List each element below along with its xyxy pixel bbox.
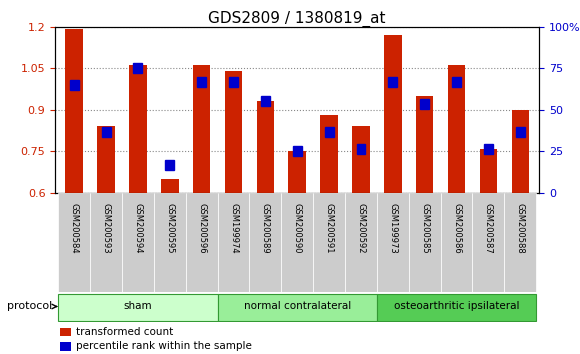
Bar bbox=[512, 110, 529, 193]
FancyBboxPatch shape bbox=[505, 193, 536, 292]
Text: percentile rank within the sample: percentile rank within the sample bbox=[77, 341, 252, 351]
Text: transformed count: transformed count bbox=[77, 327, 173, 337]
FancyBboxPatch shape bbox=[345, 193, 377, 292]
Text: GSM200586: GSM200586 bbox=[452, 203, 461, 253]
FancyBboxPatch shape bbox=[377, 193, 409, 292]
Title: GDS2809 / 1380819_at: GDS2809 / 1380819_at bbox=[208, 10, 386, 27]
Text: protocol: protocol bbox=[7, 302, 52, 312]
Bar bbox=[229, 77, 238, 87]
Bar bbox=[288, 152, 306, 193]
Bar bbox=[352, 126, 369, 193]
Text: GSM200589: GSM200589 bbox=[261, 203, 270, 253]
Bar bbox=[70, 80, 79, 90]
Text: GSM200595: GSM200595 bbox=[165, 203, 175, 253]
FancyBboxPatch shape bbox=[218, 193, 249, 292]
Text: GSM199974: GSM199974 bbox=[229, 203, 238, 253]
Bar bbox=[389, 77, 397, 87]
Bar bbox=[133, 63, 143, 73]
Bar bbox=[293, 146, 302, 156]
FancyBboxPatch shape bbox=[313, 193, 345, 292]
Bar bbox=[516, 127, 525, 137]
FancyBboxPatch shape bbox=[281, 193, 313, 292]
Bar bbox=[66, 29, 83, 193]
Text: GSM199973: GSM199973 bbox=[389, 203, 397, 253]
Bar bbox=[448, 65, 465, 193]
Bar bbox=[97, 126, 115, 193]
Text: GSM200587: GSM200587 bbox=[484, 203, 493, 253]
Bar bbox=[161, 179, 179, 193]
FancyBboxPatch shape bbox=[122, 193, 154, 292]
Bar bbox=[193, 65, 211, 193]
Bar bbox=[256, 101, 274, 193]
Bar bbox=[420, 99, 429, 109]
Bar bbox=[60, 342, 71, 351]
FancyBboxPatch shape bbox=[154, 193, 186, 292]
Text: GSM200592: GSM200592 bbox=[357, 203, 365, 253]
Text: GSM200596: GSM200596 bbox=[197, 203, 206, 253]
Bar bbox=[325, 127, 333, 137]
FancyBboxPatch shape bbox=[90, 193, 122, 292]
Text: GSM200594: GSM200594 bbox=[133, 203, 143, 253]
FancyBboxPatch shape bbox=[473, 193, 505, 292]
FancyBboxPatch shape bbox=[58, 293, 218, 321]
Text: GSM200588: GSM200588 bbox=[516, 203, 525, 253]
Text: GSM200591: GSM200591 bbox=[325, 203, 333, 253]
Bar bbox=[320, 115, 338, 193]
FancyBboxPatch shape bbox=[218, 293, 377, 321]
Text: GSM200590: GSM200590 bbox=[293, 203, 302, 253]
Text: osteoarthritic ipsilateral: osteoarthritic ipsilateral bbox=[394, 302, 519, 312]
Bar bbox=[452, 77, 461, 87]
Bar bbox=[357, 144, 365, 154]
FancyBboxPatch shape bbox=[441, 193, 473, 292]
Bar bbox=[261, 96, 270, 107]
FancyBboxPatch shape bbox=[377, 293, 536, 321]
FancyBboxPatch shape bbox=[58, 193, 90, 292]
Bar bbox=[416, 96, 433, 193]
Bar bbox=[165, 160, 174, 170]
FancyBboxPatch shape bbox=[249, 193, 281, 292]
Bar bbox=[225, 71, 242, 193]
Text: GSM200584: GSM200584 bbox=[70, 203, 79, 253]
Text: sham: sham bbox=[124, 302, 153, 312]
Bar bbox=[102, 127, 111, 137]
Text: normal contralateral: normal contralateral bbox=[244, 302, 351, 312]
Bar bbox=[480, 149, 497, 193]
Bar bbox=[197, 77, 206, 87]
FancyBboxPatch shape bbox=[186, 193, 218, 292]
Bar bbox=[60, 327, 71, 336]
Bar bbox=[384, 35, 401, 193]
FancyBboxPatch shape bbox=[409, 193, 441, 292]
Bar bbox=[484, 144, 493, 154]
Text: GSM200585: GSM200585 bbox=[420, 203, 429, 253]
Text: GSM200593: GSM200593 bbox=[102, 203, 111, 253]
Bar bbox=[129, 65, 147, 193]
